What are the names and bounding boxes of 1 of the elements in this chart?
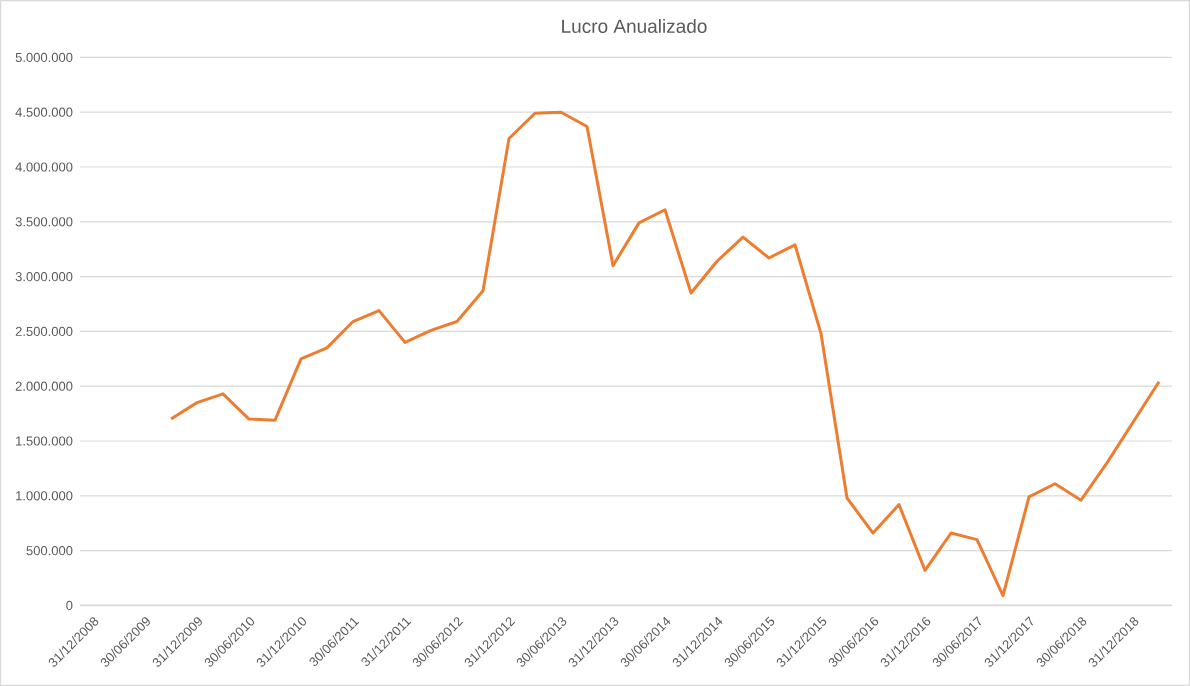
chart-title: Lucro Anualizado <box>562 19 707 33</box>
